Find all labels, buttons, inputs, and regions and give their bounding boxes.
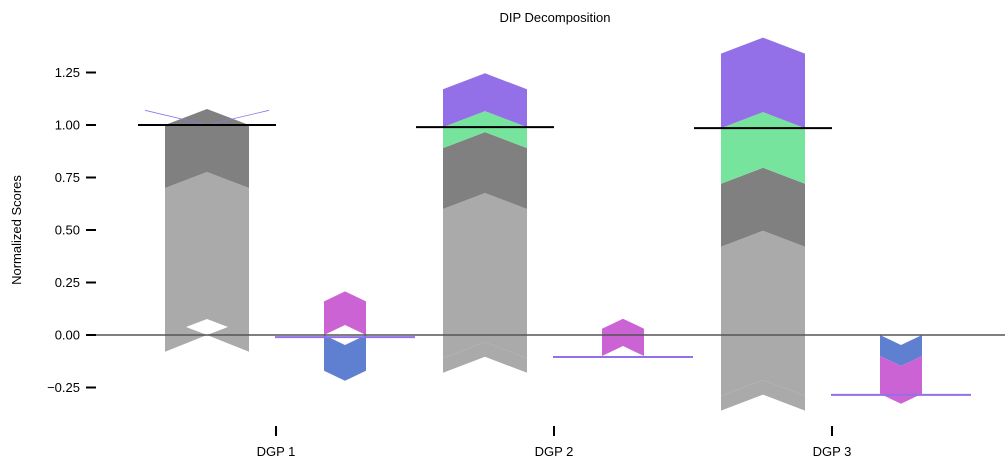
- x-tick-label: DGP 3: [813, 444, 852, 459]
- right-segment-magenta: [880, 356, 922, 404]
- bar-segment-dark_gray: [165, 109, 249, 188]
- lines-layer: [96, 124, 1005, 396]
- bar-foot-light_gray: [165, 319, 249, 352]
- y-tick-label: 0.50: [55, 223, 80, 238]
- y-tick-label: 1.25: [55, 65, 80, 80]
- right-segment-magenta: [324, 291, 366, 335]
- x-tick-label: DGP 2: [535, 444, 574, 459]
- bar-segment-light_gray: [443, 193, 527, 359]
- x-axis: DGP 1 DGP 2 DGP 3: [257, 426, 852, 459]
- y-tick-label: 0.75: [55, 170, 80, 185]
- x-tick-label: DGP 1: [257, 444, 296, 459]
- bar-segment-purple: [443, 73, 527, 128]
- y-tick-label: 0.25: [55, 275, 80, 290]
- bar-foot-light_gray: [443, 342, 527, 373]
- right-segment-magenta: [602, 318, 644, 356]
- y-axis-label: Normalized Scores: [9, 175, 24, 285]
- bar-foot-light_gray: [721, 379, 805, 411]
- right-segment-blue: [880, 335, 922, 366]
- bars-layer: [144, 37, 922, 411]
- y-tick-label: 0.00: [55, 328, 80, 343]
- bar-segment-purple: [721, 37, 805, 129]
- bar-segment-light_gray: [721, 230, 805, 396]
- bar-segment-green: [721, 112, 805, 184]
- y-tick-label: −0.25: [47, 380, 80, 395]
- bar-segment-light_gray: [165, 172, 249, 335]
- y-tick-label: 1.00: [55, 118, 80, 133]
- bar-segment-dark_gray: [721, 167, 805, 247]
- chart-title: DIP Decomposition: [499, 10, 610, 25]
- right-segment-blue: [324, 335, 366, 381]
- y-axis: −0.25 0.00 0.25 0.50 0.75 1.00 1.25: [47, 65, 96, 395]
- bar-segment-green: [443, 111, 527, 149]
- bar-segment-dark_gray: [443, 132, 527, 209]
